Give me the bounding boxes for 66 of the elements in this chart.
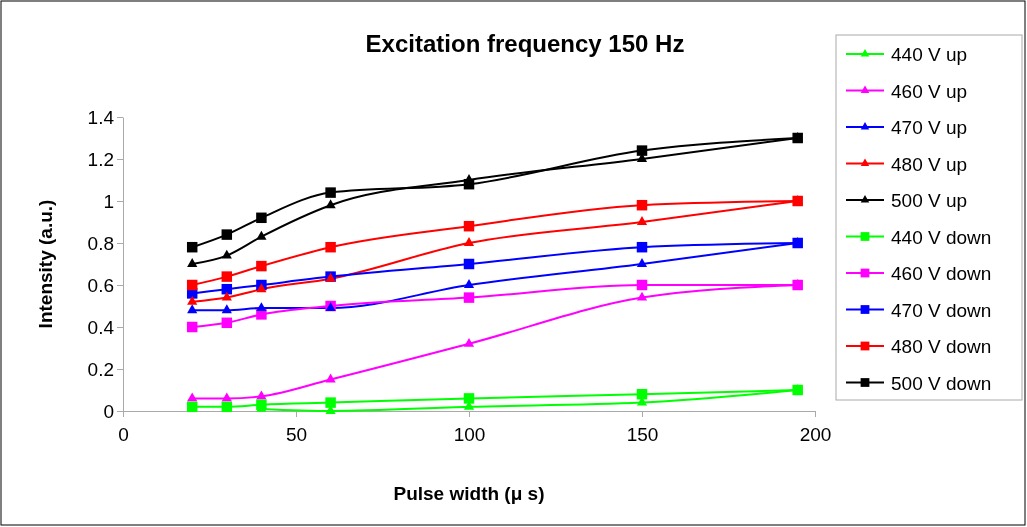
point — [221, 249, 232, 259]
point — [256, 260, 267, 272]
point — [186, 279, 198, 291]
point — [256, 230, 267, 240]
point — [256, 283, 267, 293]
y-tick-label: 1.2 — [87, 148, 114, 170]
legend-label: 440 V down — [891, 226, 992, 248]
legend-label: 500 V up — [891, 190, 968, 211]
point — [221, 304, 232, 314]
y-tick-label: 0.8 — [87, 232, 114, 254]
point — [186, 241, 198, 253]
point — [636, 241, 648, 253]
point — [221, 229, 233, 240]
point — [221, 317, 233, 329]
point — [463, 279, 475, 288]
point — [325, 397, 336, 408]
x-tick-label: 0 — [118, 423, 129, 445]
point — [256, 212, 267, 224]
legend-label: 480 V down — [891, 336, 992, 357]
point — [463, 237, 475, 246]
x-tick-label: 100 — [453, 423, 486, 445]
point — [636, 279, 648, 291]
legend-label: 440 V up — [891, 44, 968, 65]
point — [325, 199, 336, 209]
point — [325, 187, 336, 198]
point — [256, 390, 267, 400]
point — [636, 216, 648, 225]
x-axis-title: Pulse width (μ s) — [393, 483, 545, 504]
point — [256, 302, 267, 312]
legend-label: 480 V up — [891, 153, 968, 175]
legend-label: 500 V down — [891, 372, 992, 394]
point — [636, 258, 648, 267]
point — [463, 393, 475, 404]
point — [463, 337, 475, 347]
legend-label: 470 V down — [891, 299, 992, 321]
y-tick-label: 1.4 — [87, 106, 115, 128]
chart-title: Excitation frequency 150 Hz — [365, 30, 685, 57]
y-tick-label: 0.2 — [87, 358, 114, 380]
point — [187, 392, 198, 402]
y-tick-label: 0.4 — [87, 316, 115, 338]
point — [221, 392, 232, 402]
y-tick-label: 0.6 — [87, 274, 114, 296]
y-axis-title: Intensity (a.u.) — [35, 199, 56, 329]
point — [463, 220, 475, 232]
point — [636, 199, 648, 211]
point — [221, 401, 233, 413]
point — [463, 292, 475, 303]
legend-label: 470 V up — [891, 117, 968, 138]
point — [636, 291, 648, 301]
point — [186, 401, 198, 413]
point — [221, 271, 233, 282]
point — [463, 258, 475, 270]
y-tick-label: 0 — [103, 400, 114, 422]
x-tick-label: 50 — [285, 423, 308, 445]
point — [636, 145, 648, 156]
point — [187, 295, 198, 305]
point — [186, 321, 198, 333]
x-tick-label: 200 — [799, 423, 832, 445]
legend-label: 460 V up — [891, 80, 968, 102]
point — [221, 291, 232, 301]
point — [187, 304, 198, 314]
point — [187, 258, 198, 267]
point — [325, 241, 336, 253]
legend-label: 460 V down — [891, 263, 992, 284]
y-tick-label: 1 — [103, 190, 114, 212]
x-tick-label: 150 — [626, 423, 659, 445]
